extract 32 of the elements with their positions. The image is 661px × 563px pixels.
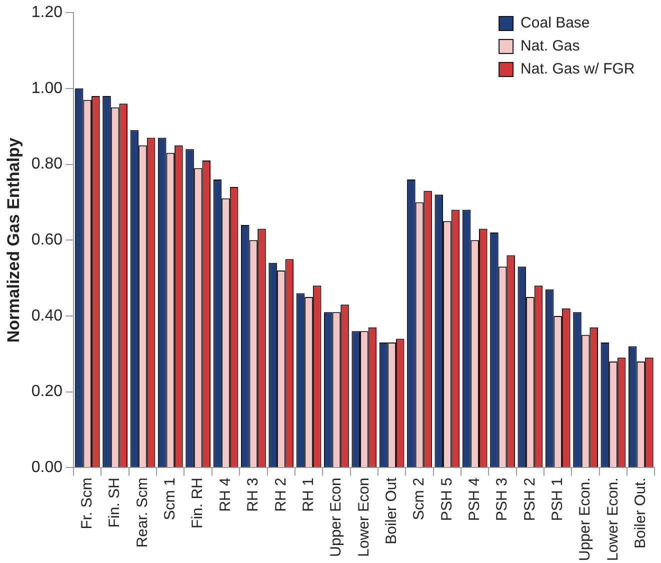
- legend-label: Coal Base: [520, 14, 590, 32]
- x-tick-label: PSH 1: [549, 478, 566, 521]
- y-tick-label: 0.00: [31, 459, 63, 476]
- x-tick-label: Scm 1: [162, 478, 179, 520]
- x-tick-label: RH 4: [216, 478, 234, 512]
- x-tick-label: PSH 2: [521, 478, 538, 521]
- x-tick-label: RH 2: [272, 478, 290, 512]
- y-tick-label: 0.20: [31, 383, 63, 400]
- x-tick-label: Upper Econ.: [576, 478, 594, 562]
- x-tick-label: PSH 4: [466, 478, 483, 521]
- y-tick-label: 0.80: [31, 156, 63, 173]
- legend-label: Nat. Gas w/ FGR: [520, 60, 635, 78]
- x-tick-label: PSH 5: [438, 478, 456, 521]
- x-tick-label: Boiler Out.: [632, 478, 650, 548]
- x-tick-label: Scm 2: [410, 478, 428, 520]
- x-tick-label: Upper Econ: [328, 478, 345, 557]
- y-tick-label: 0.40: [31, 307, 63, 324]
- x-tick-label: Boiler Out: [382, 476, 400, 544]
- x-tick-label: Lower Econ.: [604, 478, 622, 562]
- x-tick-label: Lower Econ: [355, 478, 372, 557]
- legend-label: Nat. Gas: [520, 38, 580, 55]
- x-tick-label: Fr. Scm: [78, 478, 96, 530]
- x-tick-label: PSH 3: [494, 478, 511, 521]
- x-tick-label: RH 3: [244, 478, 262, 512]
- x-tick-label: Fin. RH: [189, 478, 206, 528]
- y-tick-label: 0.60: [31, 232, 63, 249]
- y-tick-label: 1.00: [31, 80, 63, 97]
- x-tick-label: Fin. SH: [106, 478, 124, 528]
- x-tick-label: Rear. Scm: [134, 478, 151, 548]
- y-axis-title: Normalized Gas Enthalpy: [4, 137, 23, 343]
- x-tick-label: RH 1: [300, 478, 317, 512]
- y-tick-label: 1.20: [31, 4, 63, 22]
